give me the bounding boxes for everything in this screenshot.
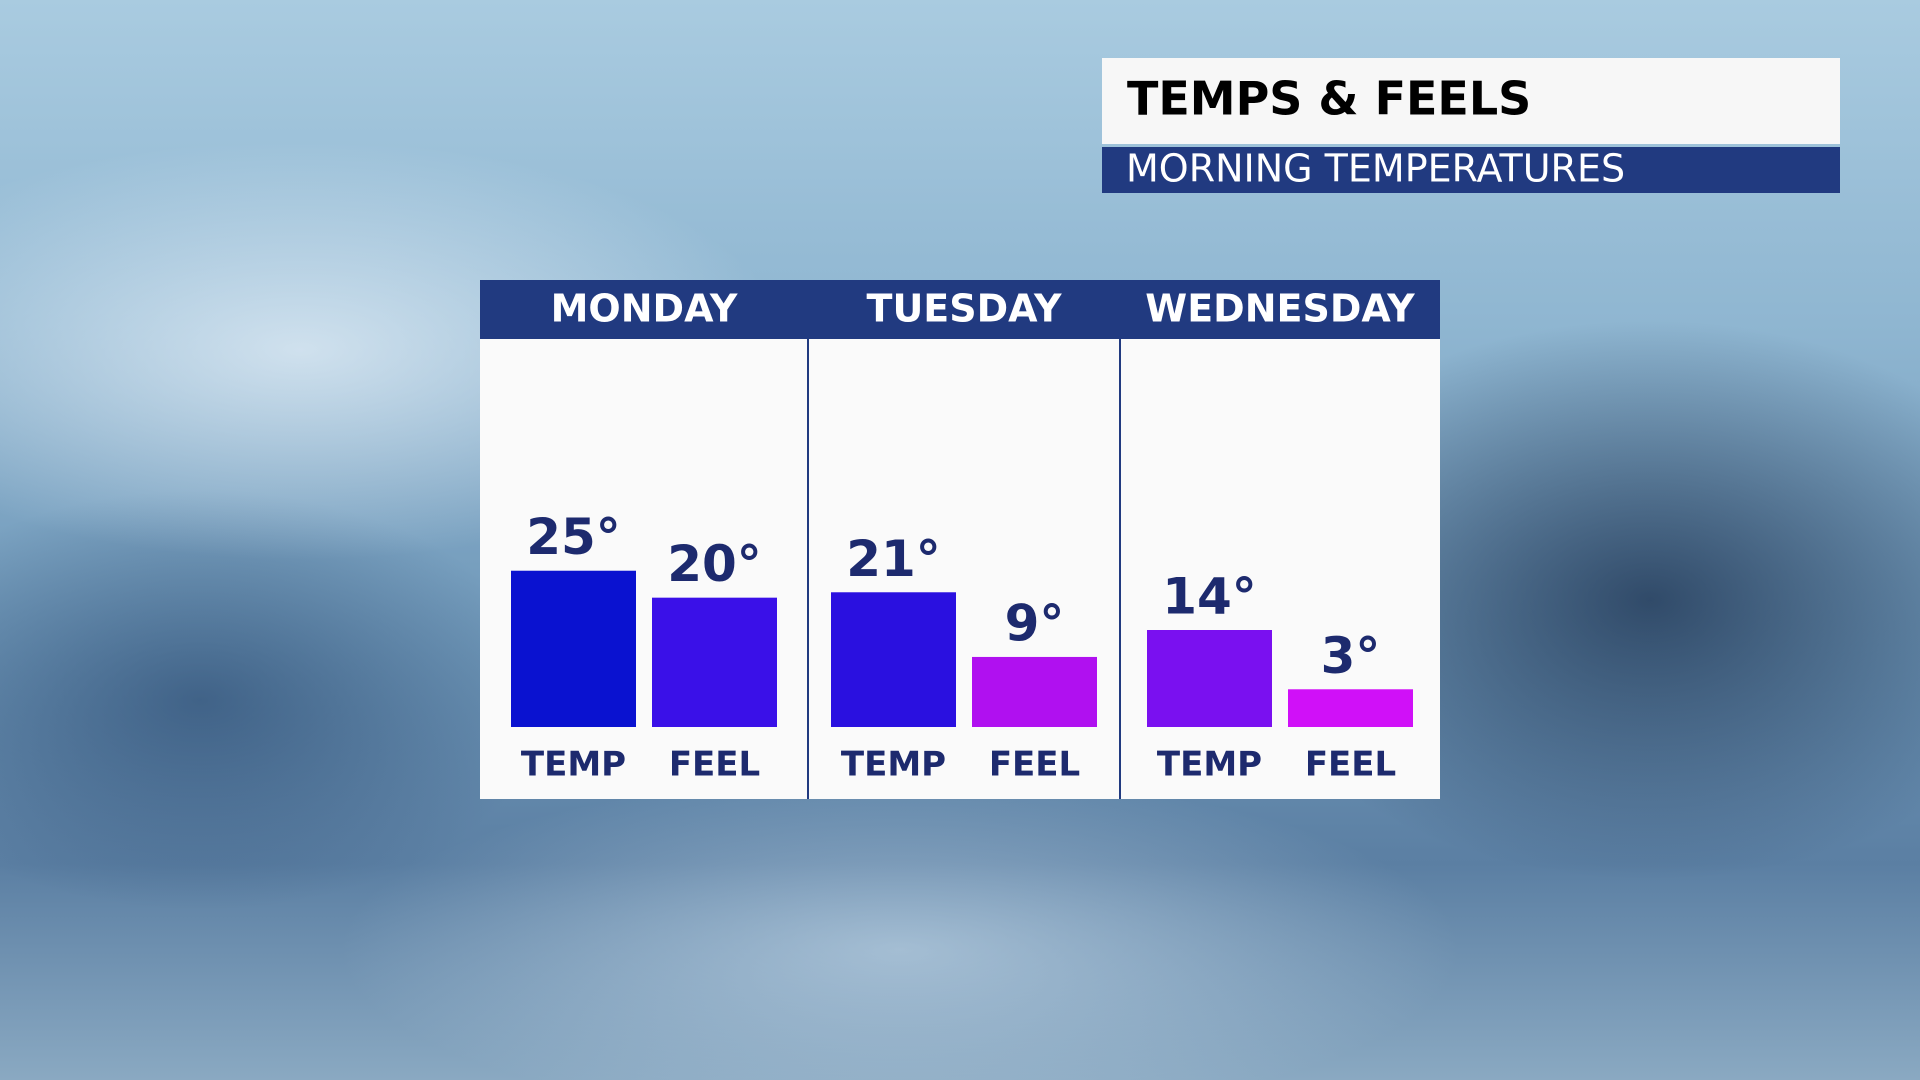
bar bbox=[1147, 630, 1272, 727]
value-label: 14° bbox=[1162, 568, 1257, 626]
bar bbox=[1288, 689, 1413, 727]
bar-label: FEEL bbox=[989, 745, 1080, 785]
title-box bbox=[1102, 58, 1840, 144]
value-label: 25° bbox=[526, 508, 621, 566]
bar-label: FEEL bbox=[1305, 745, 1396, 785]
day-label: MONDAY bbox=[551, 287, 738, 331]
bar bbox=[972, 656, 1097, 727]
chart-title: TEMPS & FEELS bbox=[1127, 72, 1531, 126]
subtitle-band bbox=[1102, 147, 1840, 193]
value-label: 21° bbox=[846, 530, 941, 588]
bar-label: FEEL bbox=[669, 745, 760, 785]
panel-header bbox=[480, 280, 1440, 339]
bar bbox=[511, 570, 636, 727]
value-label: 3° bbox=[1321, 627, 1381, 685]
bar-label: TEMP bbox=[521, 745, 626, 785]
value-label: 9° bbox=[1005, 594, 1065, 652]
bar bbox=[831, 592, 956, 727]
bar-label: TEMP bbox=[841, 745, 946, 785]
panel bbox=[480, 280, 1440, 799]
chart-subtitle: MORNING TEMPERATURES bbox=[1126, 147, 1625, 191]
value-label: 20° bbox=[667, 535, 762, 593]
bar bbox=[652, 597, 777, 727]
day-label: WEDNESDAY bbox=[1145, 287, 1415, 331]
day-label: TUESDAY bbox=[867, 287, 1062, 331]
bar-label: TEMP bbox=[1157, 745, 1262, 785]
